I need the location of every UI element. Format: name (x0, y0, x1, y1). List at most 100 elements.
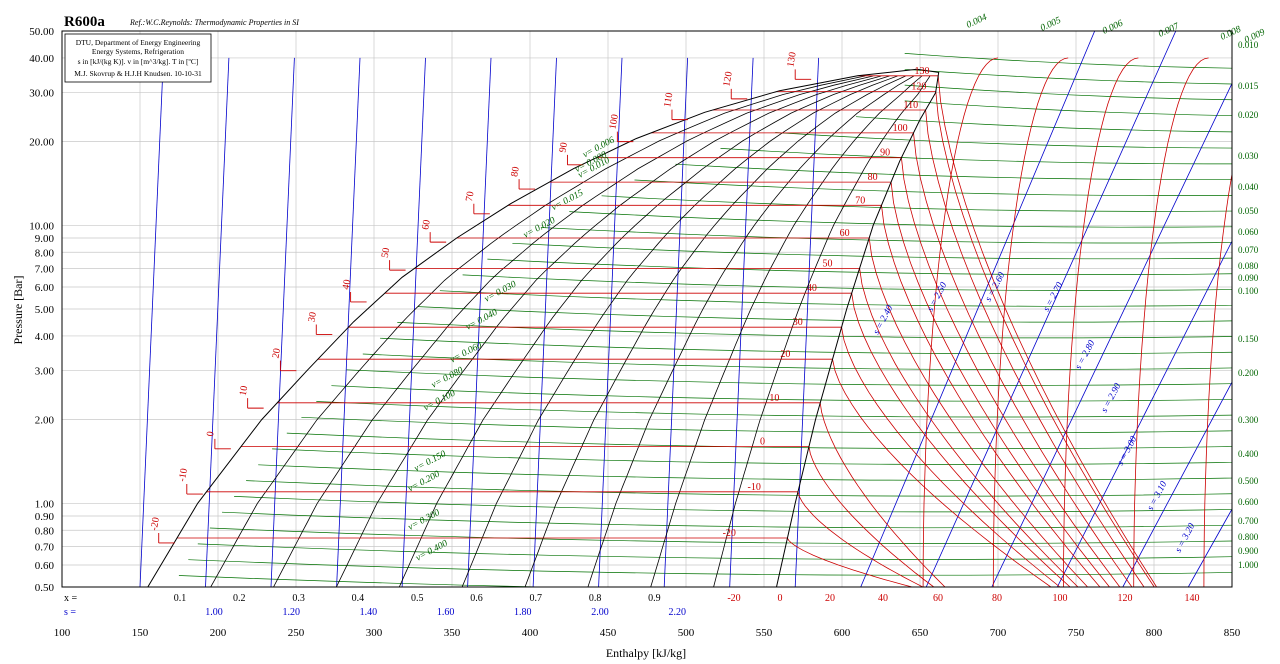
isotherm-label-5: 30 (793, 317, 803, 328)
right-tick-6: 0.060 (1238, 227, 1259, 237)
right-tick-0: 0.010 (1238, 40, 1259, 50)
info-line-4: M.J. Skovrup & H.J.H Knudsen. 10-10-31 (74, 69, 202, 78)
s-value-1: 1.20 (282, 607, 300, 618)
isotherm-15 (857, 75, 1157, 587)
t-value-7: 120 (1118, 593, 1133, 604)
y-tick-4: 0.90 (35, 511, 55, 523)
t-value-2: 20 (825, 593, 835, 604)
right-tick-16: 0.600 (1238, 497, 1259, 507)
s-row-label: s = (64, 607, 76, 618)
x-quality-1: 0.2 (233, 593, 246, 604)
t-value-4: 60 (933, 593, 943, 604)
isentrope-3 (336, 57, 361, 587)
y-axis-ticks: 0.50 0.60 0.70 0.80 0.901.00 2.00 3.00 4.00 5.00… (29, 26, 54, 594)
x-tick-3: 250 (288, 627, 305, 639)
isochores (178, 53, 1232, 587)
isotherm-12 (651, 132, 1133, 587)
x-tick-8: 500 (678, 627, 695, 639)
sat-temp-tick-5 (315, 324, 333, 335)
y-tick-11: 7.00 (35, 263, 55, 275)
isochore-16 (397, 322, 1232, 339)
isochore-4 (221, 511, 1232, 529)
isochore-13 (346, 369, 1232, 386)
t-value-3: 40 (878, 593, 888, 604)
sat-temp-tick-13 (671, 109, 688, 121)
right-tick-13: 0.300 (1238, 415, 1259, 425)
sat-temp-label-4: 20 (271, 347, 284, 359)
quality-line-1 (210, 75, 865, 587)
y-tick-18: 50.00 (29, 26, 54, 38)
s-value-5: 2.00 (591, 607, 609, 618)
isochore-11 (316, 401, 1232, 418)
isochore-5 (234, 496, 1232, 513)
y-tick-2: 0.70 (35, 541, 55, 553)
sat-temp-tick-15 (794, 69, 812, 80)
isotherm-6 (384, 292, 1071, 587)
sat-temp-tick-11 (566, 154, 584, 166)
x-tick-2: 200 (210, 627, 227, 639)
right-tick-3: 0.030 (1238, 151, 1259, 161)
right-tick-15: 0.500 (1238, 476, 1259, 486)
sat-temp-tick-4 (279, 360, 297, 372)
sat-temp-label-8: 60 (420, 219, 433, 231)
isotherm-label-1: -10 (748, 482, 761, 493)
sat-temp-label-0: -20 (149, 516, 162, 531)
sat-temp-tick-8 (429, 232, 447, 243)
bottom-scale-rows: x = s = 0.1 0.2 0.3 0.4 0.5 0.6 0.7 0.8 0.9 1.00 1.2… (64, 593, 1200, 618)
quality-line-2 (273, 75, 874, 587)
right-tick-5: 0.050 (1238, 206, 1259, 216)
isotherm-label-3: 10 (769, 393, 779, 404)
right-axis-ticks: 0.010 0.015 0.020 0.030 0.040 0.050 0.060 0.070… (1238, 40, 1259, 570)
sat-temp-label-7: 50 (380, 247, 393, 259)
isotherm-arc-2 (1063, 57, 1139, 587)
isochore-14 (362, 353, 1232, 370)
x-tick-14: 800 (1146, 627, 1163, 639)
isochore-31 (904, 84, 1232, 101)
x-tick-11: 650 (912, 627, 929, 639)
y-tick-6: 2.00 (35, 415, 55, 427)
isentrope-14 (1056, 240, 1232, 587)
isentrope-10 (794, 57, 819, 587)
isotherm-3 (277, 402, 946, 587)
s-value-0: 1.00 (205, 607, 223, 618)
right-tick-12: 0.200 (1238, 368, 1259, 378)
sat-temp-tick-1 (186, 484, 203, 495)
right-tick-18: 0.800 (1238, 532, 1259, 542)
isotherms (177, 57, 1232, 587)
isotherm-0 (177, 537, 913, 587)
x-quality-3: 0.4 (352, 593, 365, 604)
y-tick-10: 6.00 (35, 282, 55, 294)
x-quality-5: 0.6 (470, 593, 483, 604)
x-tick-12: 700 (990, 627, 1007, 639)
isochore-9 (286, 432, 1232, 450)
isentrope-6 (532, 57, 557, 587)
t-value-0: -20 (727, 593, 740, 604)
right-tick-7: 0.070 (1238, 245, 1259, 255)
right-tick-17: 0.700 (1238, 516, 1259, 526)
sat-temp-label-5: 30 (306, 311, 319, 323)
isentrope-13 (991, 82, 1232, 587)
isochore-8 (272, 448, 1232, 465)
y-tick-3: 0.80 (35, 525, 55, 537)
t-value-1: 0 (778, 593, 783, 604)
x-tick-7: 450 (600, 627, 617, 639)
isentrope-12 (925, 31, 1177, 587)
isentrope-5 (467, 57, 492, 587)
info-line-2: Energy Systems, Refrigeration (92, 47, 184, 56)
info-line-3: s in [kJ/(kg K)]. v in [m^3/kg]. T in [º… (78, 57, 199, 66)
sat-temp-label-1: -10 (177, 467, 190, 482)
y-tick-16: 30.00 (29, 88, 54, 100)
isochore-17 (417, 306, 1232, 323)
saturation-dome (147, 68, 940, 587)
isochore-22 (540, 227, 1232, 244)
x-quality-7: 0.8 (589, 593, 602, 604)
sat-temp-label-10: 80 (509, 166, 522, 178)
isochore-7 (258, 464, 1232, 481)
t-value-5: 80 (992, 593, 1002, 604)
x-quality-2: 0.3 (292, 593, 305, 604)
x-axis-label: Enthalpy [kJ/kg] (606, 646, 686, 660)
saturated-vapor-line (776, 68, 940, 587)
isotherm-10 (549, 181, 1110, 587)
quality-line-6 (524, 75, 906, 587)
